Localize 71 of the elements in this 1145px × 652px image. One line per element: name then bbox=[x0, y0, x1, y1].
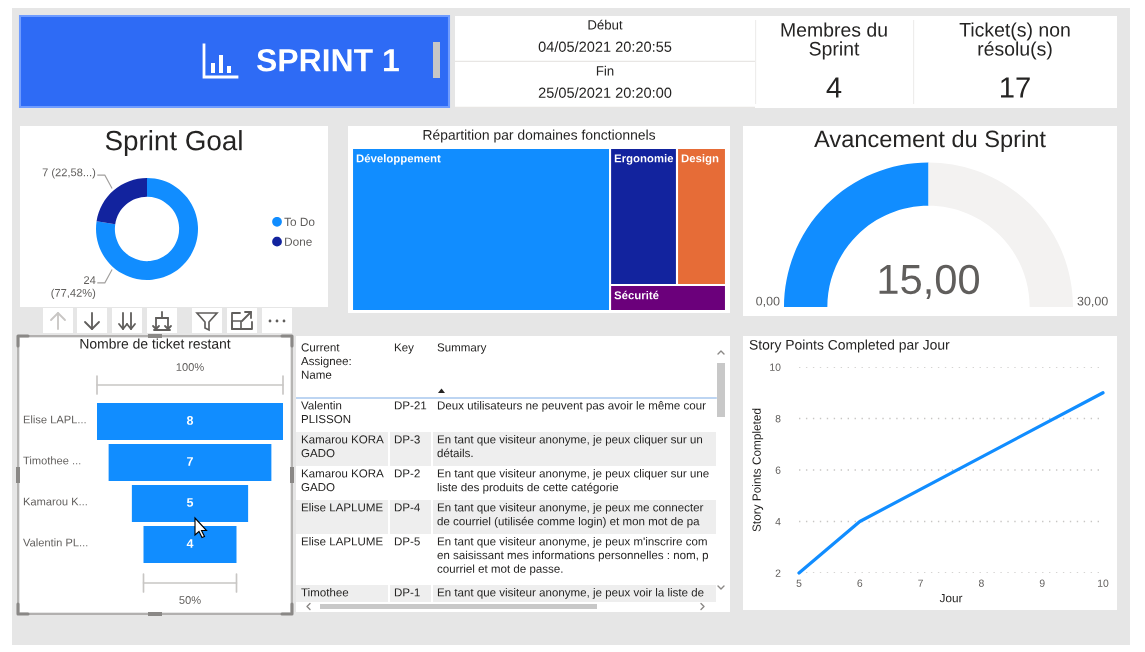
y-tick-label: 6 bbox=[775, 466, 781, 474]
text: Fin bbox=[596, 65, 614, 76]
category-label: Design bbox=[681, 154, 719, 165]
data-label: 15,00 bbox=[879, 264, 980, 300]
x-tick-label: 10 bbox=[1098, 579, 1109, 587]
text: En tant que visiteur anonyme, je peux voir la liste de bbox=[437, 588, 704, 599]
data-label: 24 (77,42%) bbox=[51, 276, 96, 299]
text: Début bbox=[588, 19, 623, 30]
text: Valentin PLISSON bbox=[301, 401, 351, 424]
text: Nombre de ticket restant bbox=[80, 338, 231, 349]
chart-title: Sprint Goal bbox=[105, 130, 242, 156]
category-label: Current Assignee: Name bbox=[301, 343, 351, 379]
text: DP-1 bbox=[394, 588, 420, 597]
data-label: 7 (22,58...) bbox=[42, 168, 96, 179]
text: Kamarou KORA GADO bbox=[301, 435, 384, 458]
y-axis-title: Story Points Completed bbox=[752, 408, 764, 532]
donut-slice bbox=[96, 178, 198, 280]
text: Kamarou KORA GADO bbox=[301, 469, 384, 492]
legend-label: To Do bbox=[284, 217, 315, 227]
text: Ticket(s) non résolu(s) bbox=[959, 22, 1070, 60]
text: DP-21 bbox=[394, 401, 427, 410]
category-label: Sécurité bbox=[614, 290, 659, 300]
data-label: 8 bbox=[186, 416, 194, 425]
y-tick-label: 2 bbox=[775, 569, 781, 577]
text: 04/05/2021 20:20:55 bbox=[538, 41, 672, 52]
data-label: 17 bbox=[1001, 77, 1030, 98]
text: 100% bbox=[176, 363, 204, 371]
donut-slice bbox=[96, 178, 147, 225]
text: DP-5 bbox=[394, 537, 420, 546]
text: En tant que visiteur anonyme, je peux me connecter de courriel (utilisée comme login) et mon mot de pa bbox=[437, 503, 704, 528]
chart-title: Story Points Completed par Jour bbox=[749, 339, 950, 353]
text: En tant que visiteur anonyme, je peux cliquer sur une liste des produits de cette catégorie bbox=[437, 469, 709, 494]
category-label: Valentin PL... bbox=[23, 538, 88, 547]
category-label: Développement bbox=[356, 154, 441, 165]
text: 0,00 bbox=[756, 296, 780, 308]
data-label: 4 bbox=[826, 77, 842, 98]
text: Membres du Sprint bbox=[781, 22, 887, 60]
text: En tant que visiteur anonyme, je peux m'inscrire com en saisissant mes informations personnelles : nom, p courriel et mot de passe. bbox=[437, 537, 709, 576]
text: SPRINT 1 bbox=[256, 48, 399, 72]
category-label: Key bbox=[394, 343, 414, 354]
x-tick-label: 5 bbox=[796, 579, 802, 587]
category-label: Summary bbox=[437, 343, 487, 354]
x-tick-label: 6 bbox=[857, 579, 863, 587]
y-tick-label: 10 bbox=[770, 363, 781, 371]
data-label: 7 bbox=[187, 457, 193, 466]
text: 30,00 bbox=[1077, 296, 1108, 308]
x-tick-label: 9 bbox=[1039, 579, 1045, 587]
chart-title: Avancement du Sprint bbox=[814, 130, 1046, 153]
text: En tant que visiteur anonyme, je peux cliquer sur un détails. bbox=[437, 435, 703, 458]
text: Elise LAPLUME bbox=[301, 503, 383, 512]
text: DP-3 bbox=[394, 435, 420, 444]
text: Répartition par domaines fonctionnels bbox=[423, 129, 656, 143]
x-tick-label: 7 bbox=[918, 579, 923, 587]
text: DP-4 bbox=[394, 503, 420, 512]
x-axis-title: Jour bbox=[939, 594, 963, 603]
category-label: Elise LAPL... bbox=[23, 415, 86, 424]
text: DP-2 bbox=[394, 469, 420, 478]
data-label: 5 bbox=[186, 498, 194, 507]
text: Elise LAPLUME bbox=[301, 537, 383, 546]
data-label: 4 bbox=[186, 539, 194, 548]
x-tick-label: 8 bbox=[978, 579, 984, 587]
category-label: Timothee ... bbox=[23, 456, 81, 465]
y-tick-label: 4 bbox=[775, 518, 781, 526]
y-tick-label: 8 bbox=[775, 415, 781, 423]
text: 50% bbox=[179, 596, 201, 604]
legend-label: Done bbox=[285, 237, 312, 246]
text: Timothee bbox=[301, 588, 349, 597]
category-label: Ergonomie bbox=[614, 154, 674, 165]
text: Deux utilisateurs ne peuvent pas avoir le même cour bbox=[437, 401, 706, 412]
text: 25/05/2021 20:20:00 bbox=[538, 87, 672, 98]
category-label: Kamarou K... bbox=[23, 497, 87, 506]
